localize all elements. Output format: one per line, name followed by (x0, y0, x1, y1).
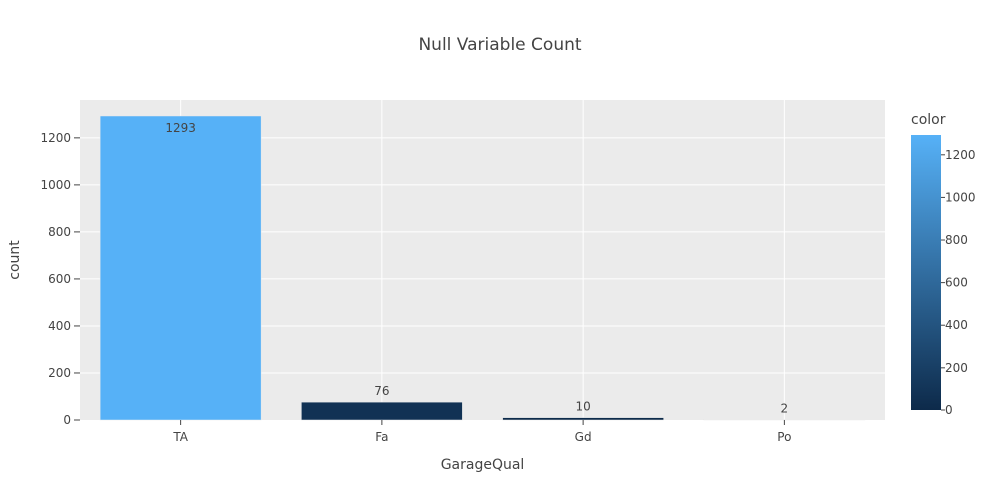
y-tick-label: 600 (48, 272, 71, 286)
y-axis-ticks: 0 200 400 600 800 1000 1200 (40, 131, 80, 427)
colorbar-tick-label: 0 (945, 403, 953, 417)
bar-fa[interactable] (301, 401, 463, 421)
y-tick-label: 1200 (40, 131, 71, 145)
y-tick-label: 800 (48, 225, 71, 239)
colorbar-tick-label: 1000 (945, 190, 976, 204)
colorbar-gradient (911, 135, 941, 410)
colorbar-tick-label: 200 (945, 361, 968, 375)
bar-gd[interactable] (502, 417, 664, 421)
x-axis-title: GarageQual (441, 457, 525, 473)
bar-value-label: 1293 (165, 121, 196, 135)
colorbar-ticks: 0 200 400 600 800 1000 1200 (941, 148, 976, 417)
x-axis-ticks: TA Fa Gd Po (172, 420, 791, 444)
bar-po[interactable] (703, 419, 866, 421)
colorbar-tick-label: 600 (945, 276, 968, 290)
x-tick-label: Po (777, 430, 791, 444)
bars: 1293 76 10 2 (99, 115, 866, 421)
x-tick-label: Gd (575, 430, 592, 444)
bar-value-label: 76 (374, 384, 389, 398)
bar-value-label: 10 (575, 400, 590, 414)
x-tick-label: TA (172, 430, 188, 444)
y-tick-label: 1000 (40, 178, 71, 192)
y-tick-label: 200 (48, 366, 71, 380)
colorbar-tick-label: 400 (945, 318, 968, 332)
colorbar-tick-label: 1200 (945, 148, 976, 162)
colorbar: color 0 200 400 600 800 1000 1200 (911, 112, 976, 417)
colorbar-title: color (911, 112, 946, 128)
y-axis-title: count (7, 240, 23, 280)
colorbar-tick-label: 800 (945, 233, 968, 247)
bar-value-label: 2 (781, 402, 789, 416)
bar-ta[interactable] (99, 115, 262, 421)
x-tick-label: Fa (375, 430, 388, 444)
y-tick-label: 0 (63, 413, 71, 427)
chart-title: Null Variable Count (418, 35, 581, 55)
y-tick-label: 400 (48, 319, 71, 333)
